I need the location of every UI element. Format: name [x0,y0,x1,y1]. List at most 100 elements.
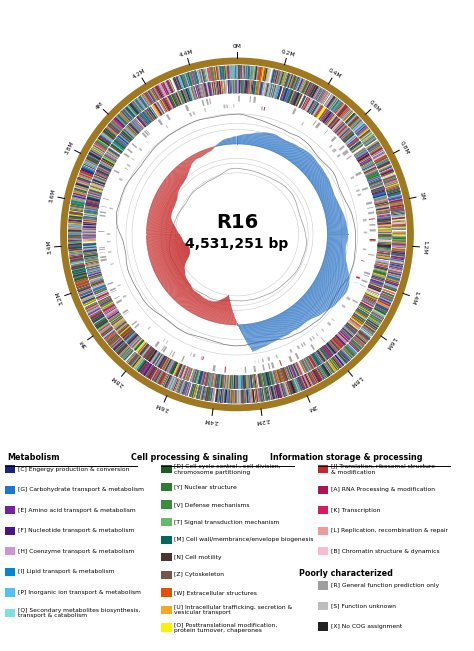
Wedge shape [310,102,319,115]
Wedge shape [377,301,389,309]
Wedge shape [95,291,108,297]
Wedge shape [377,244,391,249]
Wedge shape [377,300,390,309]
Wedge shape [241,376,242,389]
Wedge shape [109,336,120,346]
Wedge shape [316,367,326,380]
Wedge shape [222,66,226,79]
Wedge shape [385,283,398,287]
Wedge shape [217,81,219,94]
Wedge shape [82,230,96,231]
Wedge shape [374,153,387,163]
Wedge shape [148,107,156,118]
Wedge shape [73,271,86,276]
Wedge shape [301,80,307,92]
Wedge shape [128,335,138,344]
Wedge shape [255,66,258,80]
Wedge shape [389,265,402,270]
Wedge shape [350,319,361,327]
Wedge shape [312,104,320,115]
Wedge shape [262,373,265,386]
Wedge shape [85,303,98,309]
Wedge shape [69,212,83,217]
Wedge shape [163,98,172,111]
Wedge shape [153,104,162,116]
Wedge shape [147,326,151,330]
Wedge shape [392,223,406,225]
Wedge shape [91,182,104,187]
Text: [W] Extracellular structures: [W] Extracellular structures [174,590,257,595]
Wedge shape [361,279,367,283]
Wedge shape [111,338,122,348]
Wedge shape [97,139,108,148]
Wedge shape [293,77,301,90]
Wedge shape [150,368,158,380]
Wedge shape [232,66,234,79]
Wedge shape [329,359,337,370]
Wedge shape [108,124,119,133]
Wedge shape [70,209,83,212]
Wedge shape [104,130,115,139]
Wedge shape [116,139,126,147]
Wedge shape [350,118,362,130]
Wedge shape [336,335,345,345]
Wedge shape [313,87,320,99]
Wedge shape [314,369,322,381]
Wedge shape [74,276,88,281]
Wedge shape [85,205,99,208]
Wedge shape [328,359,337,371]
Wedge shape [201,387,205,400]
Wedge shape [116,117,125,126]
Wedge shape [151,352,160,364]
Wedge shape [326,344,335,354]
Wedge shape [372,150,383,157]
Wedge shape [244,66,249,79]
Wedge shape [160,357,167,368]
Wedge shape [392,215,405,217]
Wedge shape [274,385,279,398]
Wedge shape [312,370,320,382]
Wedge shape [267,357,270,361]
Wedge shape [93,178,105,184]
Wedge shape [275,384,283,398]
Wedge shape [191,71,197,85]
Wedge shape [134,120,143,130]
Wedge shape [313,104,322,117]
Wedge shape [70,206,83,209]
Wedge shape [376,209,390,212]
Wedge shape [138,115,148,126]
Wedge shape [261,68,264,81]
Wedge shape [138,360,146,371]
Wedge shape [94,143,106,151]
Wedge shape [133,339,143,350]
Wedge shape [162,98,171,111]
Wedge shape [83,217,97,219]
Wedge shape [125,108,134,118]
Wedge shape [69,246,82,250]
Wedge shape [311,354,319,366]
Wedge shape [87,269,100,274]
Wedge shape [159,101,166,113]
Wedge shape [378,238,392,240]
Wedge shape [187,73,192,85]
Wedge shape [226,80,227,94]
Wedge shape [390,202,403,208]
Wedge shape [74,190,87,194]
Wedge shape [199,386,203,399]
Wedge shape [178,380,187,395]
Wedge shape [384,284,397,290]
Wedge shape [218,66,221,79]
Wedge shape [105,129,116,137]
Wedge shape [251,375,253,388]
Wedge shape [215,81,219,94]
Wedge shape [172,378,177,391]
Wedge shape [78,286,91,292]
Wedge shape [277,385,281,398]
Wedge shape [355,124,365,132]
Wedge shape [354,337,365,346]
Wedge shape [306,357,312,369]
Wedge shape [370,183,383,189]
Wedge shape [96,292,109,301]
Wedge shape [392,226,406,227]
Wedge shape [379,165,392,173]
